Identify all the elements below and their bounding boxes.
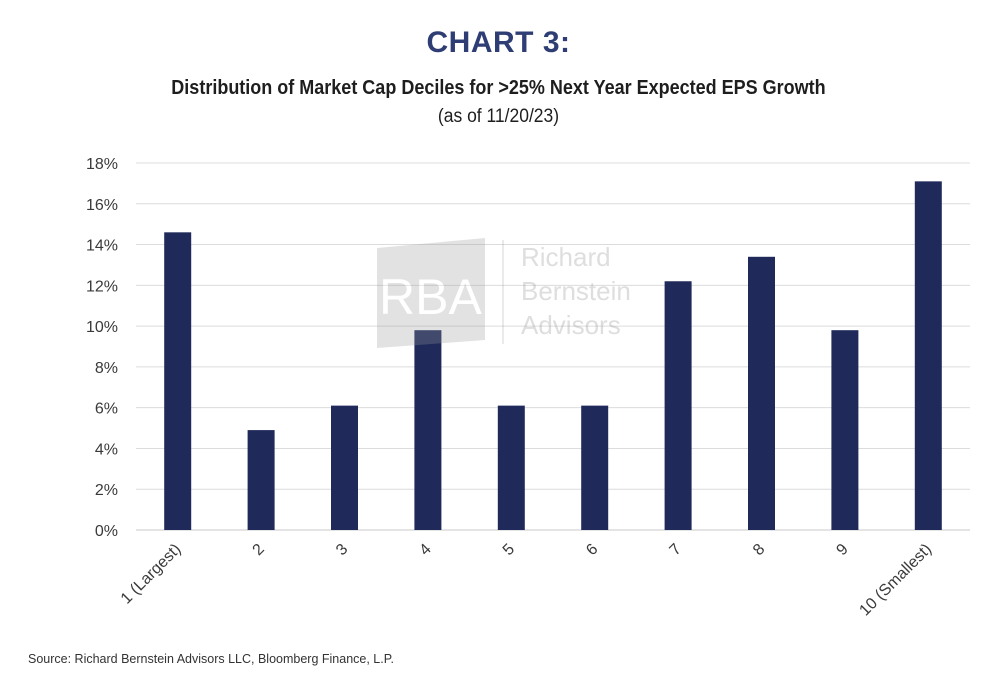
chart-number-label: CHART 3: [426,26,571,59]
y-tick-label: 4% [95,441,118,458]
source-note: Source: Richard Bernstein Advisors LLC, … [28,652,394,666]
bar-decile-7 [664,281,692,530]
y-axis-ticks: 0% 2% 4% 6% 8% 10% 12% 14% 16% 18% [86,156,118,540]
y-tick-label: 0% [95,523,118,540]
x-tick-label: 2 [250,541,268,559]
x-tick-label: 1 (Largest) [118,541,185,608]
bar-decile-4 [414,330,442,530]
y-tick-label: 16% [86,197,118,214]
bars [164,181,942,531]
x-tick-label: 7 [667,541,685,559]
x-axis-ticks: 1 (Largest) 2 3 4 5 6 7 8 9 10 (Smallest) [118,541,935,620]
y-tick-label: 2% [95,482,118,499]
y-tick-label: 14% [86,238,118,255]
x-tick-label: 10 (Smallest) [856,541,935,620]
bar-decile-10 [914,181,942,530]
y-tick-label: 10% [86,319,118,336]
bar-decile-2 [247,430,275,530]
x-tick-label: 3 [333,541,351,559]
y-tick-label: 6% [95,401,118,418]
chart-subtitle: (as of 11/20/23) [437,106,560,127]
x-tick-label: 8 [750,541,768,559]
bar-decile-3 [331,405,358,530]
bar-decile-5 [497,405,525,530]
bar-decile-9 [831,330,859,530]
bar-decile-1 [164,232,192,531]
x-tick-label: 9 [833,541,851,559]
bar-decile-8 [748,256,775,530]
x-tick-label: 6 [583,541,601,559]
y-tick-label: 8% [95,360,118,377]
y-tick-label: 18% [86,156,118,173]
bar-decile-6 [581,405,609,530]
gridlines [136,162,970,531]
y-tick-label: 12% [86,278,118,295]
x-tick-label: 5 [500,541,518,559]
chart-title: Distribution of Market Cap Deciles for >… [171,77,826,99]
x-tick-label: 4 [416,541,434,559]
